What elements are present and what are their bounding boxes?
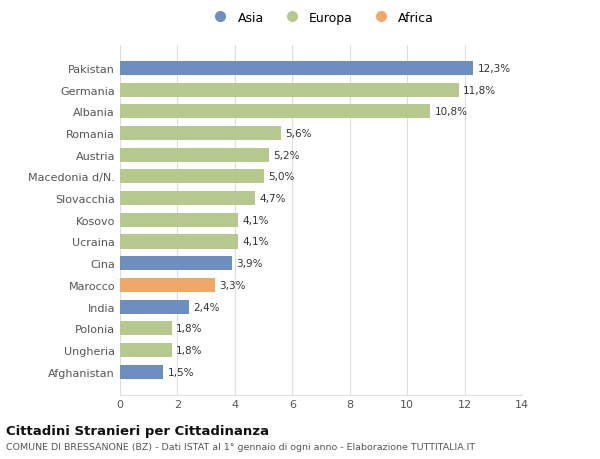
Text: 5,6%: 5,6% (285, 129, 311, 139)
Text: 3,9%: 3,9% (236, 258, 263, 269)
Text: 3,3%: 3,3% (219, 280, 245, 290)
Bar (120, 170, 263, 184)
Bar (120, 213, 238, 227)
Text: 11,8%: 11,8% (463, 85, 496, 95)
Bar (120, 343, 172, 357)
Text: 1,8%: 1,8% (176, 345, 202, 355)
Text: 5,2%: 5,2% (274, 151, 300, 160)
Bar (120, 278, 215, 292)
Bar (120, 148, 269, 162)
Text: 12,3%: 12,3% (478, 64, 511, 74)
Text: 10,8%: 10,8% (434, 107, 467, 117)
Bar (120, 127, 281, 141)
Legend: Asia, Europa, Africa: Asia, Europa, Africa (203, 7, 439, 30)
Text: Cittadini Stranieri per Cittadinanza: Cittadini Stranieri per Cittadinanza (6, 425, 269, 437)
Text: 1,8%: 1,8% (176, 324, 202, 334)
Text: 4,7%: 4,7% (259, 194, 286, 204)
Text: 5,0%: 5,0% (268, 172, 294, 182)
Bar (120, 105, 430, 119)
Bar (120, 257, 232, 271)
Text: 2,4%: 2,4% (193, 302, 220, 312)
Text: COMUNE DI BRESSANONE (BZ) - Dati ISTAT al 1° gennaio di ogni anno - Elaborazione: COMUNE DI BRESSANONE (BZ) - Dati ISTAT a… (6, 442, 475, 451)
Text: 1,5%: 1,5% (167, 367, 194, 377)
Bar (120, 62, 473, 76)
Text: 4,1%: 4,1% (242, 215, 269, 225)
Bar (120, 235, 238, 249)
Bar (120, 321, 172, 336)
Bar (120, 365, 163, 379)
Text: 4,1%: 4,1% (242, 237, 269, 247)
Bar (120, 84, 459, 97)
Bar (120, 300, 189, 314)
Bar (120, 192, 255, 206)
